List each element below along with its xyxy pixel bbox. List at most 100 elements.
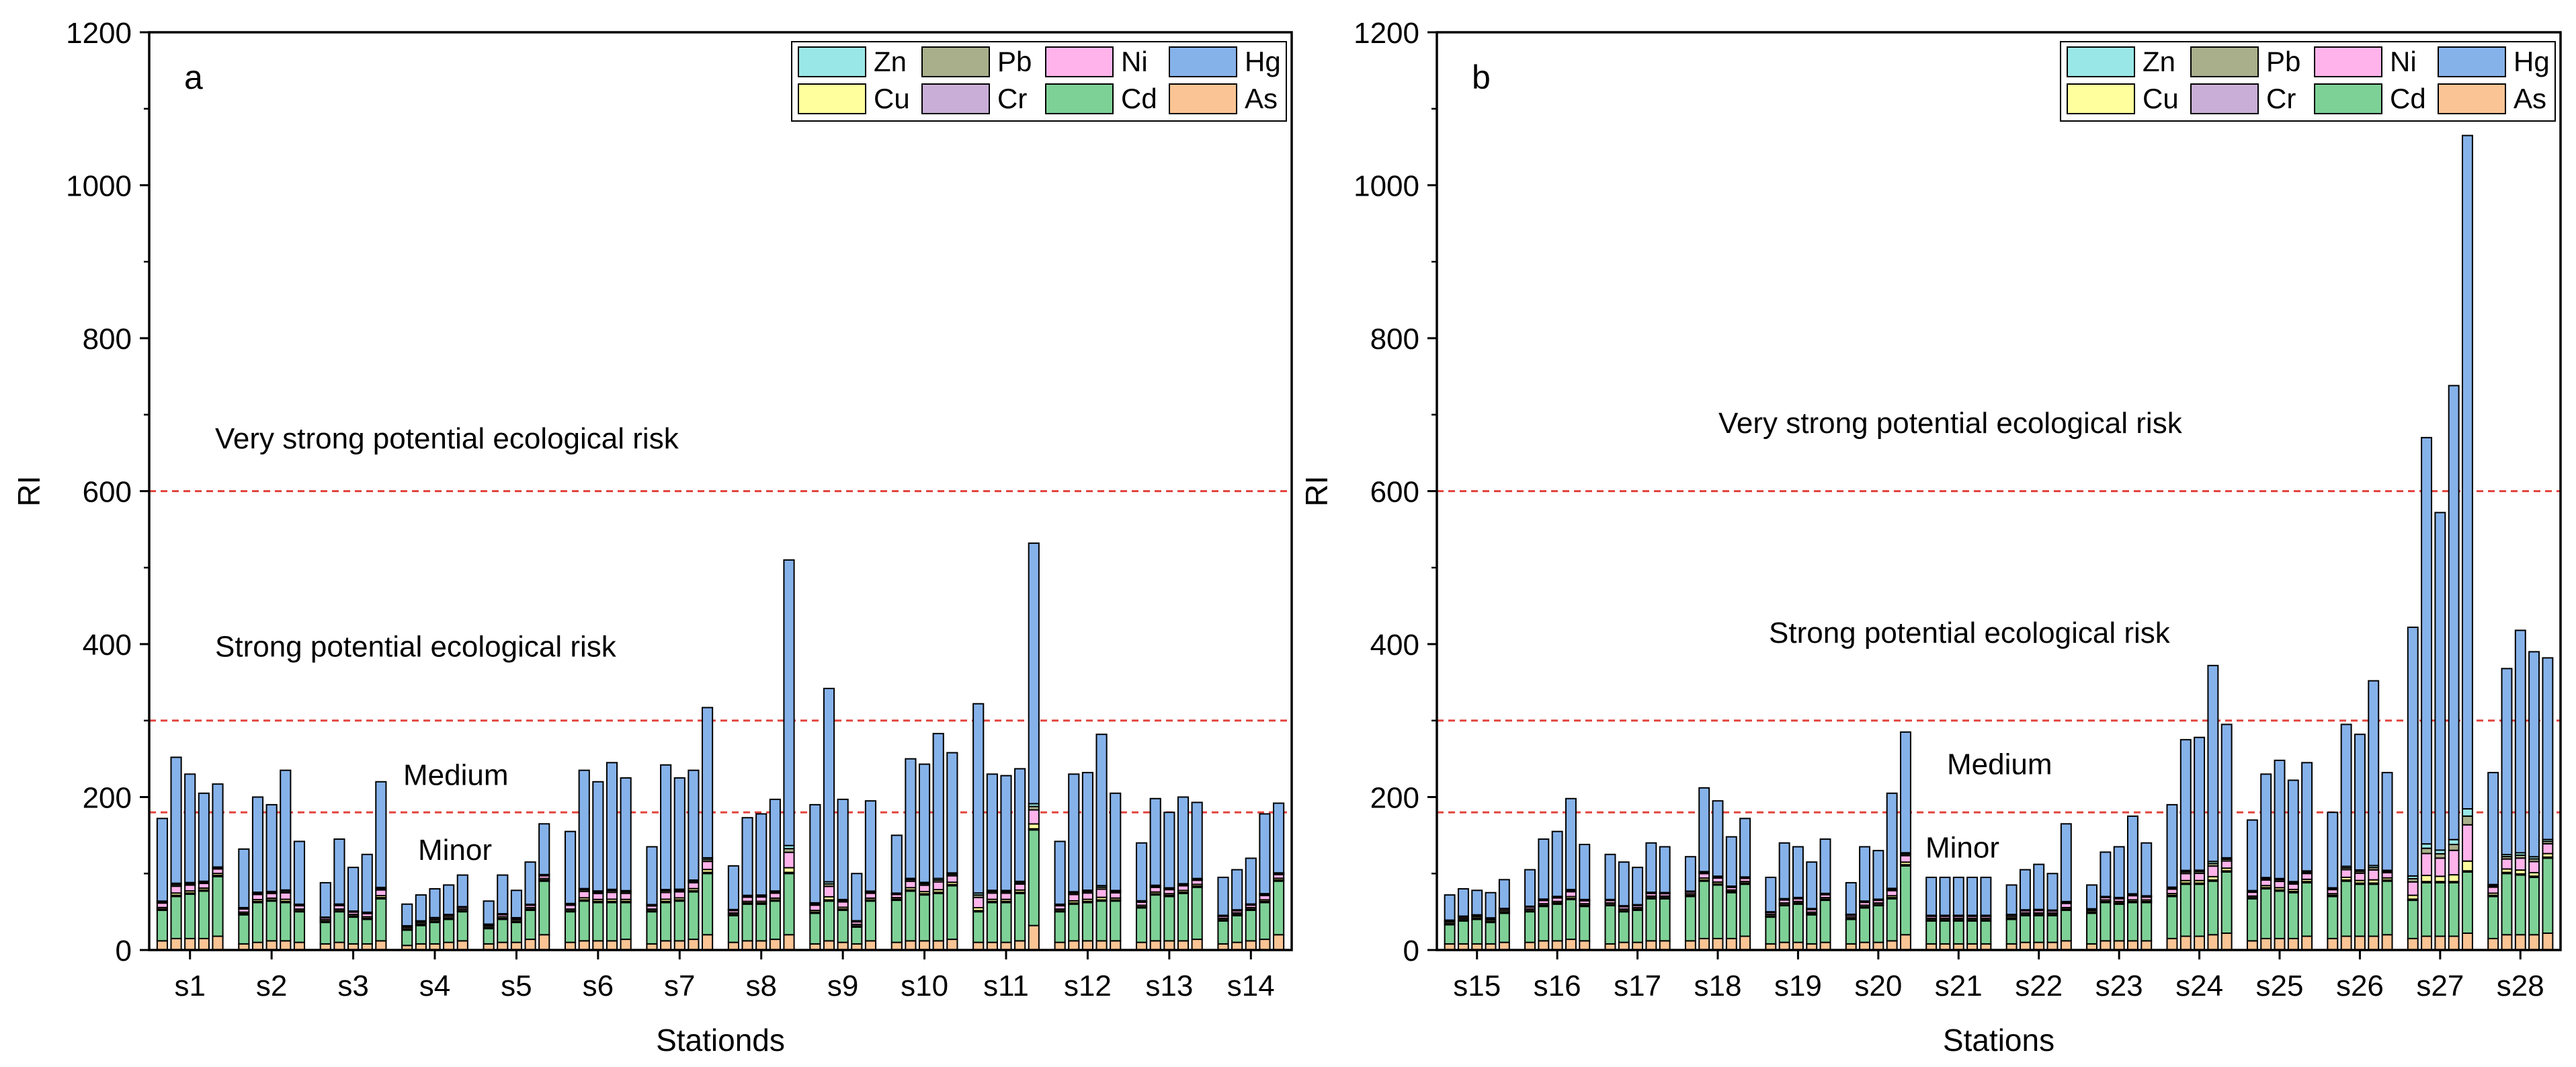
bar-s20-5-hg [1899,731,1911,854]
bar-s3-5-as [375,940,387,951]
bar-s7-2-hg [660,764,672,891]
bar-s10-2-as [905,940,917,951]
bar-s16-3-cd [1551,903,1563,942]
bar-s11-4-cd [1014,892,1026,942]
x-tick-label-s24: s24 [2175,970,2223,1002]
bar-s7-5-ni [701,861,714,871]
bar-s28-1-hg [2487,772,2499,885]
legend-label-cr: Cr [997,83,1027,114]
bar-s5-5-cd [538,880,550,936]
bar-s15-5-cd [1498,912,1510,943]
bar-s13-5-cd [1191,886,1203,941]
bar-s9-5-ni [864,892,877,899]
annotation-medium: Medium [1947,748,2052,781]
bar-s24-3-as [2194,935,2206,951]
bar-s25-2-hg [2260,773,2272,879]
bar-s9-3-ni [837,901,849,908]
bar-s1-1-hg [156,818,169,902]
bar-s16-4-hg [1565,797,1577,891]
bar-s20-1-hg [1845,881,1857,915]
bar-s7-5-cd [701,873,714,936]
x-tick-label-s26: s26 [2336,970,2384,1002]
bar-s19-4-cd [1806,914,1818,945]
bar-s23-3-cd [2113,903,2125,942]
bar-s12-3-ni [1081,892,1094,900]
bar-s21-3-hg [1952,876,1964,916]
bar-s9-2-as [823,940,835,951]
bar-s3-3-cd [347,916,360,945]
bar-s21-1-hg [1925,876,1938,916]
bar-s14-4-cd [1259,902,1271,941]
bar-s11-3-cd [1000,902,1012,943]
bar-s10-5-hg [946,752,958,874]
x-tick-label-s1: s1 [174,970,205,1002]
bar-s13-4-hg [1177,796,1190,885]
bar-s4-4-hg [443,884,455,916]
bar-s16-2-cd [1538,906,1550,942]
bar-s8-2-cd [741,903,753,942]
bar-s6-3-cd [592,902,604,942]
bar-s13-2-cd [1149,894,1161,942]
legend-label-zn: Zn [874,46,907,77]
bar-s4-5-as [456,940,468,951]
bar-s16-5-as [1579,940,1591,951]
legend-label-as: As [1245,83,1278,114]
bar-s16-4-cd [1565,898,1577,941]
bar-s17-2-hg [1618,861,1630,907]
annotation-very-strong-potential-ecological-risk: Very strong potential ecological risk [215,422,679,455]
annotation-minor: Minor [1925,831,1999,864]
bar-s7-2-cd [660,902,672,942]
bar-s17-4-hg [1645,842,1657,894]
bar-s25-4-as [2287,937,2299,951]
bar-s14-5-as [1272,934,1285,951]
bar-s2-2-hg [251,796,264,894]
bar-s20-1-cd [1845,918,1857,945]
x-tick-label-s2: s2 [256,970,287,1002]
bar-s15-4-cd [1485,922,1497,945]
bar-s16-5-hg [1579,844,1591,900]
bar-s13-3-cd [1163,896,1175,942]
bar-s1-5-as [212,935,224,951]
bar-s8-5-cu [783,867,795,873]
bar-s26-4-ni [2368,869,2380,881]
bar-s10-1-cd [890,900,903,943]
bar-s17-1-hg [1604,853,1616,900]
legend-label-cd: Cd [1121,83,1157,114]
bar-s4-1-cd [401,929,413,947]
x-tick-label-s15: s15 [1453,970,1501,1002]
bar-s12-4-as [1095,940,1108,951]
legend-label-as: As [2513,83,2546,114]
bar-s21-3-cd [1952,920,1964,945]
bar-s19-2-hg [1778,842,1790,900]
bar-s12-2-hg [1068,773,1080,893]
y-tick-label-200: 200 [83,782,132,815]
bar-s13-1-hg [1135,842,1148,902]
bar-s13-2-hg [1149,797,1161,886]
bar-s18-2-ni [1698,873,1710,879]
bar-s12-5-hg [1110,792,1122,892]
bar-s1-3-hg [184,773,196,883]
bar-s1-2-ni [170,885,182,894]
bar-s14-2-cd [1231,914,1243,943]
x-tick-label-s25: s25 [2256,970,2304,1002]
bar-s16-5-cd [1579,906,1591,942]
bar-s17-3-cd [1632,909,1644,943]
bar-s26-4-hg [2368,680,2380,867]
bar-s27-5-hg [2461,134,2473,810]
bar-s27-4-hg [2448,385,2460,840]
bar-s11-2-cd [986,902,998,943]
bar-s19-3-hg [1792,846,1804,898]
bar-s6-5-hg [620,777,632,892]
bar-s23-5-cd [2141,902,2153,942]
bar-s22-4-cd [2046,914,2059,943]
legend-swatch-zn [798,46,866,77]
bar-s28-4-hg [2528,651,2540,858]
bar-s1-5-cd [212,875,224,937]
bar-s1-4-hg [198,792,210,882]
bar-s1-5-hg [212,783,224,868]
x-axis-label: Stationds [656,1023,785,1058]
bar-s3-2-cd [333,911,345,943]
bar-s6-2-hg [578,769,590,890]
bar-s26-3-hg [2354,734,2366,871]
bar-s19-3-cd [1792,903,1804,943]
